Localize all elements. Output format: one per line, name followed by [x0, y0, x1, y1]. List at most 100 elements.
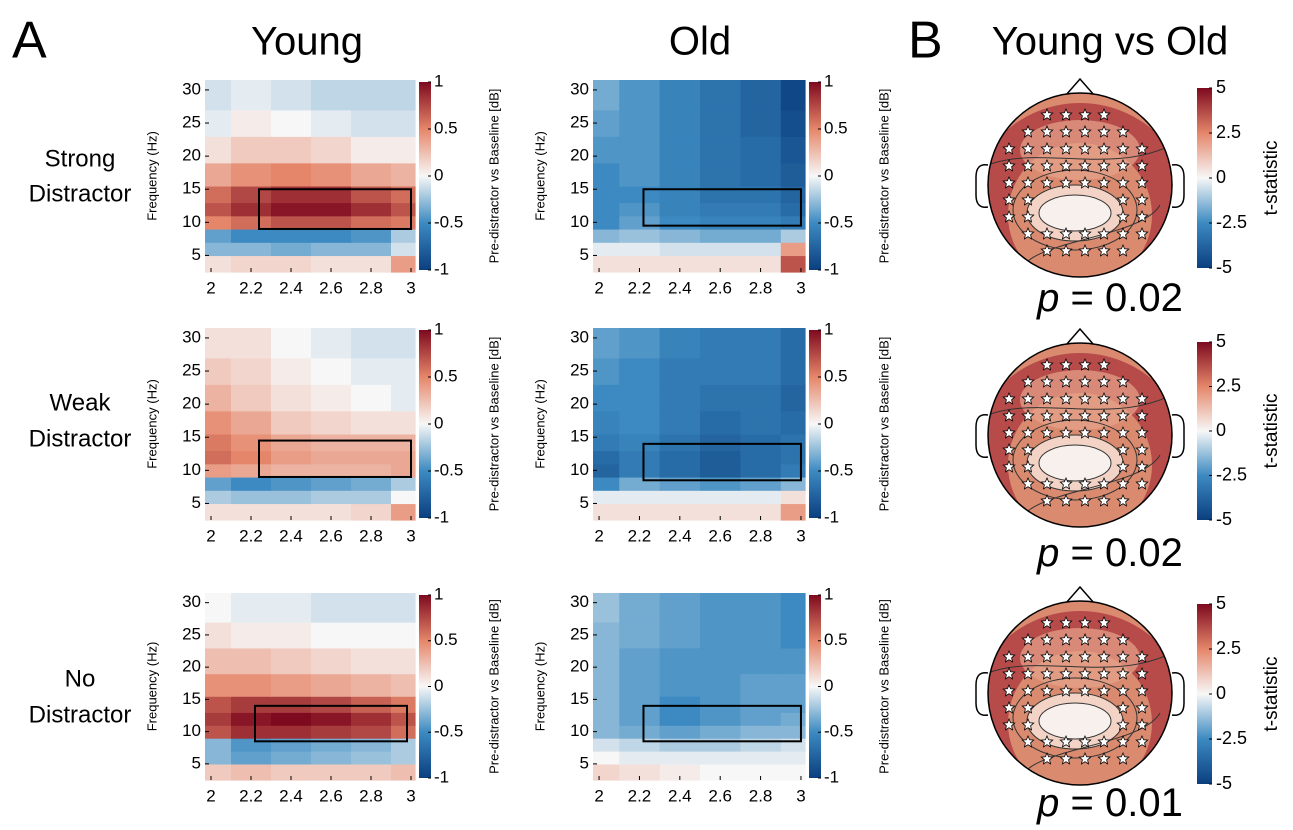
- heatmap-cell: [391, 215, 416, 230]
- electrode-star: [1059, 158, 1073, 172]
- electrode-star: [1040, 683, 1054, 697]
- heatmap-cell: [700, 357, 741, 385]
- x-tick-label: 2.4: [668, 526, 692, 545]
- heatmap-cell: [311, 593, 352, 623]
- heatmap-cell: [271, 738, 312, 752]
- electrode-star: [1059, 649, 1073, 663]
- heatmap-cell: [205, 593, 232, 623]
- heatmap-cell: [780, 433, 806, 452]
- heatmap-cell: [351, 647, 392, 675]
- y-axis-label: Frequency (Hz): [532, 131, 547, 221]
- heatmap-cell: [659, 328, 701, 359]
- electrode-star: [1078, 107, 1092, 121]
- heatmap-cell: [271, 673, 312, 697]
- ear: [1171, 414, 1185, 458]
- electrode-star: [1116, 734, 1130, 748]
- heatmap-cell: [271, 162, 312, 187]
- heatmap-cell: [740, 712, 782, 726]
- heatmap-cell: [205, 228, 232, 243]
- electrode-star: [1059, 124, 1073, 138]
- electrode-star: [1135, 175, 1149, 189]
- electrode-star: [1040, 615, 1054, 629]
- heatmap-cell: [311, 725, 352, 739]
- heatmap-cell: [700, 450, 741, 465]
- electrode-star: [1021, 391, 1035, 405]
- electrode-star: [1078, 226, 1092, 240]
- heatmap-cell: [700, 433, 741, 452]
- colorbar-tick-label: 5: [1216, 77, 1226, 97]
- x-tick-label: 2.6: [708, 526, 732, 545]
- heatmap-cell: [700, 215, 741, 230]
- electrode-star: [1021, 700, 1035, 714]
- heatmap-cell: [351, 503, 392, 521]
- heatmap-cell: [231, 202, 272, 217]
- heatmap-cell: [619, 490, 661, 505]
- heatmap-cell: [700, 328, 741, 359]
- row-label: Distractor: [29, 180, 132, 207]
- electrode-star: [1059, 391, 1073, 405]
- heatmap-cell: [780, 384, 806, 412]
- electrode-star: [1116, 683, 1130, 697]
- heatmap-cell: [593, 215, 620, 230]
- colorbar-tick-label: 1: [824, 584, 833, 603]
- heatmap-cell: [700, 490, 741, 505]
- colorbar-tick-label: -5: [1216, 509, 1232, 529]
- heatmap-cell: [205, 712, 232, 726]
- y-tick-label: 10: [570, 460, 589, 479]
- heatmap-cell: [311, 622, 352, 649]
- heatmap-cell: [391, 384, 416, 412]
- electrode-star: [1002, 683, 1016, 697]
- electrode-star: [1059, 615, 1073, 629]
- heatmap-cell: [700, 647, 741, 675]
- heatmap-cell: [659, 738, 701, 752]
- electrode-star: [1040, 649, 1054, 663]
- electrode-star: [1059, 425, 1073, 439]
- electrode-star: [1059, 243, 1073, 257]
- electrode-star: [1021, 158, 1035, 172]
- electrode-star: [1078, 175, 1092, 189]
- x-tick-label: 2.2: [239, 786, 263, 805]
- electrode-star: [1135, 192, 1149, 206]
- electrode-star: [1135, 226, 1149, 240]
- panel-label: B: [908, 12, 943, 70]
- heatmap-cell: [593, 673, 620, 697]
- heatmap-cell: [205, 433, 232, 452]
- heatmap-cell: [619, 202, 661, 217]
- y-tick-label: 5: [192, 753, 201, 772]
- heatmap-cell: [619, 725, 661, 739]
- heatmap-cell: [740, 255, 782, 273]
- electrode-star: [1097, 107, 1111, 121]
- colorbar-tick-label: 0.5: [434, 118, 458, 137]
- heatmap-cell: [700, 622, 741, 649]
- heatmap-cell: [391, 228, 416, 243]
- heatmap-cell: [205, 109, 232, 137]
- y-tick-label: 15: [570, 179, 589, 198]
- x-tick-label: 3: [406, 786, 415, 805]
- x-tick-label: 2.2: [239, 278, 263, 297]
- colorbar-tick-label: -2.5: [1216, 464, 1247, 484]
- x-tick-label: 2.6: [319, 786, 343, 805]
- topomap-fill: [988, 601, 1172, 785]
- heatmap-cell: [780, 593, 806, 623]
- electrode-star: [1021, 459, 1035, 473]
- heatmap-cell: [351, 490, 392, 505]
- y-tick-label: 30: [570, 327, 589, 346]
- colorbar-tick-label: 0: [824, 676, 833, 695]
- heatmap-cell: [231, 750, 272, 765]
- heatmap-cell: [311, 503, 352, 521]
- p-symbol: p: [1036, 781, 1059, 825]
- p-value: p = 0.02: [1036, 531, 1183, 575]
- heatmap-cell: [780, 450, 806, 465]
- y-tick-label: 25: [182, 361, 201, 380]
- electrode-star: [1021, 683, 1035, 697]
- heatmap-cell: [271, 228, 312, 243]
- heatmap-cell: [311, 384, 352, 412]
- electrode-star: [1002, 192, 1016, 206]
- electrode-star: [1116, 408, 1130, 422]
- y-tick-label: 30: [182, 592, 201, 611]
- heatmap-cell: [391, 109, 416, 137]
- electrode-star: [1040, 141, 1054, 155]
- electrode-star: [1078, 615, 1092, 629]
- heatmap-cell: [311, 476, 352, 491]
- heatmap-cell: [231, 136, 272, 164]
